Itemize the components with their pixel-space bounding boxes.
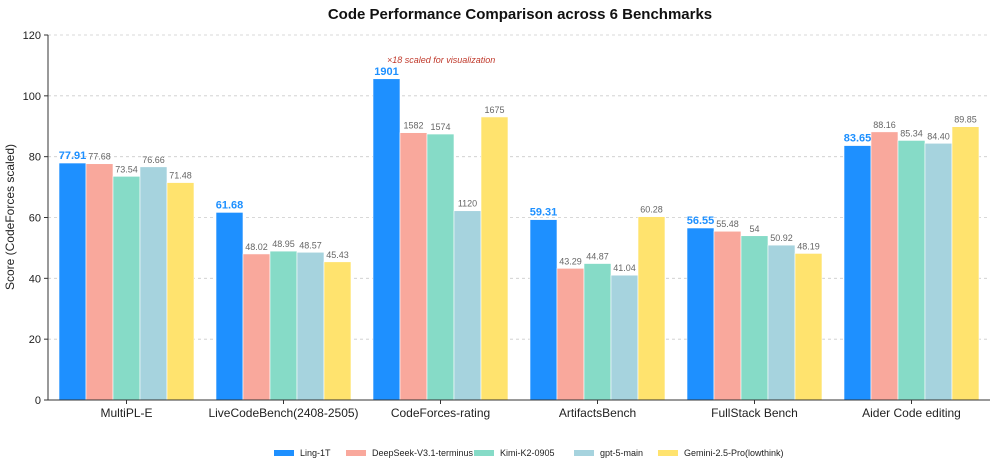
- data-label: 59.31: [530, 207, 558, 219]
- data-label: 56.55: [687, 215, 715, 227]
- data-label: 1574: [430, 122, 450, 132]
- bar: [296, 251, 325, 401]
- data-label: 55.48: [716, 219, 739, 229]
- data-label: 1120: [458, 199, 477, 209]
- legend-entry: gpt-5-main: [600, 448, 643, 458]
- bar: [215, 212, 244, 401]
- data-label: 54: [749, 224, 759, 234]
- bar: [637, 216, 666, 401]
- y-tick-label: 40: [29, 273, 41, 285]
- data-label: 73.54: [115, 164, 138, 174]
- bar: [951, 126, 980, 401]
- bar: [529, 219, 558, 401]
- legend-entry: Ling-1T: [300, 448, 331, 458]
- y-axis-ticks: 0 20 40 60 80 100 120: [23, 30, 48, 407]
- data-label: 76.66: [142, 155, 165, 165]
- bar: [686, 227, 715, 401]
- bar: [426, 133, 455, 401]
- bar: [843, 145, 872, 401]
- data-label: 71.48: [169, 171, 192, 181]
- scale-annotation: ×18 scaled for visualization: [387, 55, 495, 65]
- bar: [242, 253, 271, 401]
- bar: [897, 140, 926, 401]
- bar: [58, 162, 87, 401]
- bar: [269, 250, 298, 401]
- data-label: 50.92: [770, 233, 793, 243]
- bar: [323, 261, 352, 401]
- bar: [713, 230, 742, 401]
- x-tick-label: Aider Code editing: [862, 406, 961, 420]
- y-tick-label: 20: [29, 334, 41, 346]
- data-label: 41.04: [613, 263, 636, 273]
- data-label: 1901: [374, 66, 398, 78]
- bar: [870, 131, 899, 401]
- legend: Ling-1T DeepSeek-V3.1-terminus Kimi-K2-090…: [274, 448, 784, 458]
- data-label: 1582: [403, 121, 423, 131]
- data-label: 48.19: [797, 241, 820, 251]
- legend-entry: Kimi-K2-0905: [500, 448, 555, 458]
- x-tick-label: ArtifactsBench: [559, 406, 636, 420]
- bars: [58, 78, 980, 401]
- data-label: 48.02: [245, 242, 268, 252]
- bar: [583, 263, 612, 401]
- y-axis-label: Score (CodeForces scaled): [3, 144, 17, 290]
- y-tick-label: 80: [29, 152, 41, 164]
- legend-swatch: [346, 450, 366, 456]
- legend-swatch: [474, 450, 494, 456]
- data-label: 85.34: [900, 128, 923, 138]
- data-label: 88.16: [873, 120, 896, 130]
- data-label: 83.65: [844, 133, 872, 145]
- chart-title: Code Performance Comparison across 6 Ben…: [328, 6, 712, 23]
- x-tick-label: MultiPL-E: [100, 406, 152, 420]
- y-tick-label: 100: [23, 91, 41, 103]
- data-label: 84.40: [927, 131, 950, 141]
- bar: [85, 163, 114, 401]
- legend-swatch: [658, 450, 678, 456]
- bar: [794, 253, 823, 401]
- bar: [112, 176, 141, 401]
- y-tick-label: 0: [35, 395, 41, 407]
- bar: [372, 78, 401, 401]
- bar: [166, 182, 195, 401]
- data-label: 48.95: [272, 239, 295, 249]
- value-labels: 77.91 77.68 73.54 76.66 71.48 61.68 48.02 48.95…: [59, 66, 977, 273]
- bar: [480, 116, 509, 401]
- data-label: 61.68: [216, 199, 244, 211]
- data-label: 60.28: [640, 205, 663, 215]
- axes: [47, 35, 990, 401]
- bar: [740, 235, 769, 401]
- data-label: 77.68: [88, 152, 111, 162]
- data-label: 48.57: [299, 240, 322, 250]
- data-label: 77.91: [59, 150, 87, 162]
- legend-swatch: [274, 450, 294, 456]
- bar: [767, 244, 796, 401]
- bar: [924, 142, 953, 401]
- bar: [453, 210, 482, 401]
- data-label: 45.43: [326, 250, 349, 260]
- y-tick-label: 60: [29, 213, 41, 225]
- bar: [139, 166, 168, 401]
- y-tick-label: 120: [23, 30, 41, 42]
- x-tick-label: LiveCodeBench(2408-2505): [208, 406, 358, 420]
- bar: [556, 268, 585, 401]
- legend-entry: DeepSeek-V3.1-terminus: [372, 448, 474, 458]
- bar: [399, 132, 428, 401]
- x-axis-ticks: MultiPL-E LiveCodeBench(2408-2505) CodeFor…: [100, 400, 961, 420]
- data-label: 1675: [484, 105, 504, 115]
- data-label: 43.29: [559, 256, 582, 266]
- gridlines: [48, 34, 990, 340]
- legend-entry: Gemini-2.5-Pro(lowthink): [684, 448, 784, 458]
- legend-swatch: [574, 450, 594, 456]
- data-label: 44.87: [586, 252, 609, 262]
- x-tick-label: FullStack Bench: [711, 406, 798, 420]
- x-tick-label: CodeForces-rating: [391, 406, 490, 420]
- data-label: 89.85: [954, 115, 977, 125]
- bar: [610, 274, 639, 401]
